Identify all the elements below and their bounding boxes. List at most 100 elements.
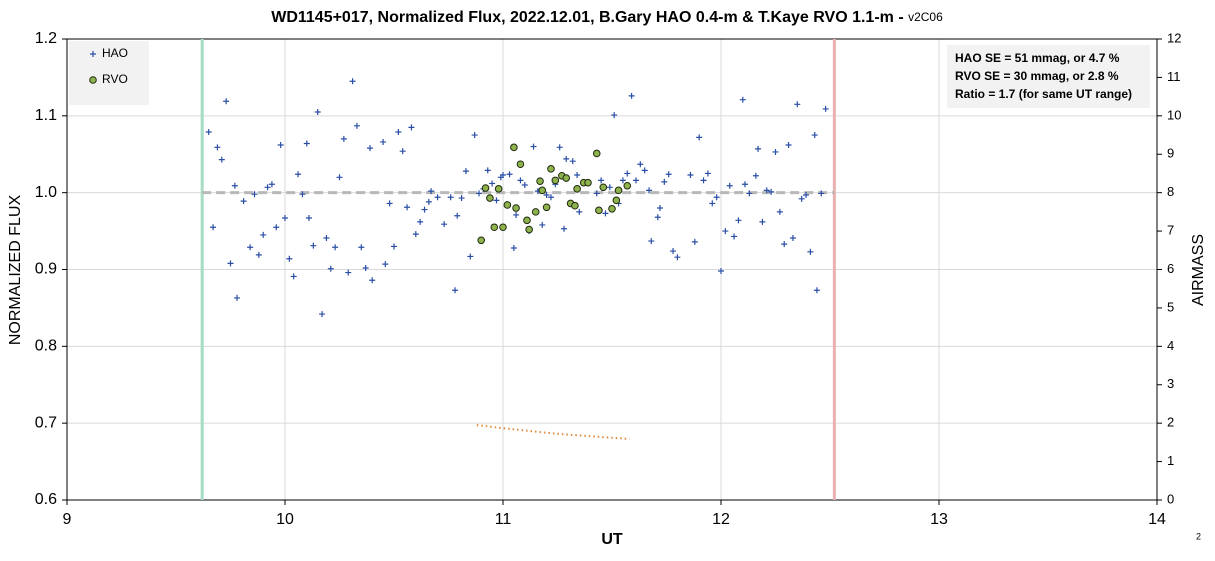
data-point [818, 190, 825, 197]
data-point [332, 244, 339, 251]
data-point [612, 196, 621, 205]
data-point [517, 177, 524, 184]
x-tick-label: 12 [712, 511, 730, 528]
data-point [573, 185, 581, 193]
data-point [731, 233, 738, 240]
data-point [310, 242, 317, 249]
data-point [247, 244, 254, 251]
annotation-text: HAO SE = 51 mmag, or 4.7 % [955, 51, 1120, 65]
data-point [231, 182, 238, 189]
data-point [264, 184, 271, 191]
data-point [661, 178, 668, 185]
data-point [286, 255, 293, 262]
data-point [214, 144, 221, 151]
data-point [428, 188, 435, 195]
data-point [735, 217, 742, 224]
data-point [623, 181, 632, 190]
data-point [484, 167, 491, 174]
y2-tick-label: 12 [1167, 30, 1181, 45]
data-point [713, 194, 720, 201]
data-point [434, 194, 441, 201]
data-point [598, 177, 605, 184]
y-tick-label: 1.1 [35, 107, 57, 124]
data-point [562, 174, 571, 182]
data-point [447, 194, 454, 201]
data-point [547, 165, 555, 173]
data-point [759, 218, 766, 225]
data-point [223, 98, 230, 105]
data-point [763, 187, 770, 194]
legend-marker [90, 51, 96, 57]
data-point [789, 234, 796, 241]
y-tick-label: 1.0 [35, 184, 57, 201]
data-point [234, 294, 241, 301]
data-point [755, 145, 762, 152]
data-point [561, 225, 568, 232]
data-point [251, 191, 258, 198]
data-point [563, 155, 570, 162]
data-point [628, 92, 635, 99]
data-point [611, 112, 618, 119]
x-tick-label: 13 [930, 511, 948, 528]
data-point [425, 198, 432, 205]
data-point [574, 171, 581, 178]
data-point [538, 186, 547, 195]
data-point [571, 201, 579, 210]
title-main: WD1145+017, Normalized Flux, 2022.12.01,… [271, 9, 908, 26]
data-point [367, 145, 374, 152]
data-point [503, 201, 512, 209]
data-point [349, 78, 356, 85]
corner-note: 2 [1196, 531, 1201, 541]
data-point [599, 183, 608, 192]
data-point [404, 204, 411, 211]
data-point [624, 170, 631, 177]
data-point [391, 243, 397, 250]
data-point [489, 180, 496, 187]
data-point [486, 194, 494, 202]
data-point [741, 181, 748, 188]
airmass-line [476, 424, 630, 440]
data-point [523, 216, 531, 225]
x-axis-label: UT [601, 531, 623, 548]
data-point [358, 244, 365, 251]
chart-title: WD1145+017, Normalized Flux, 2022.12.01,… [271, 9, 943, 26]
data-point [336, 174, 343, 181]
data-point [240, 198, 247, 205]
y2-tick-label: 6 [1167, 261, 1174, 276]
data-point [746, 190, 753, 197]
data-point [353, 122, 360, 129]
data-point [412, 231, 419, 238]
data-point [499, 223, 507, 232]
y2-tick-label: 9 [1167, 146, 1174, 161]
data-point [282, 215, 288, 222]
data-point [362, 264, 369, 271]
data-point [543, 191, 550, 198]
x-tick-label: 14 [1148, 511, 1166, 528]
data-point [380, 138, 387, 145]
data-point [654, 214, 661, 221]
data-point [452, 287, 459, 294]
data-point [399, 148, 406, 155]
x-tick-label: 10 [276, 511, 294, 528]
data-point [691, 238, 698, 245]
data-point [722, 228, 729, 235]
data-point [255, 251, 262, 258]
data-point [556, 144, 563, 151]
data-point [506, 171, 513, 178]
data-point [700, 177, 707, 184]
data-point [323, 234, 330, 241]
y2-tick-label: 7 [1167, 223, 1174, 238]
data-point [637, 161, 644, 168]
data-point [539, 221, 546, 228]
data-point [268, 181, 275, 188]
data-point [648, 238, 655, 245]
data-point [592, 149, 601, 158]
y-tick-label: 0.8 [35, 338, 57, 355]
data-point [382, 261, 389, 268]
data-point [441, 221, 448, 228]
y-tick-label: 0.9 [35, 261, 57, 278]
data-point [798, 195, 805, 202]
data-point [665, 171, 672, 178]
data-point [417, 218, 424, 225]
data-point [576, 208, 583, 215]
